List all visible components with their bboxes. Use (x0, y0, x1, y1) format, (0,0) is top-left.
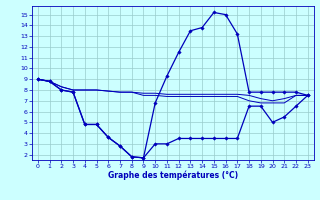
X-axis label: Graphe des températures (°C): Graphe des températures (°C) (108, 171, 238, 180)
